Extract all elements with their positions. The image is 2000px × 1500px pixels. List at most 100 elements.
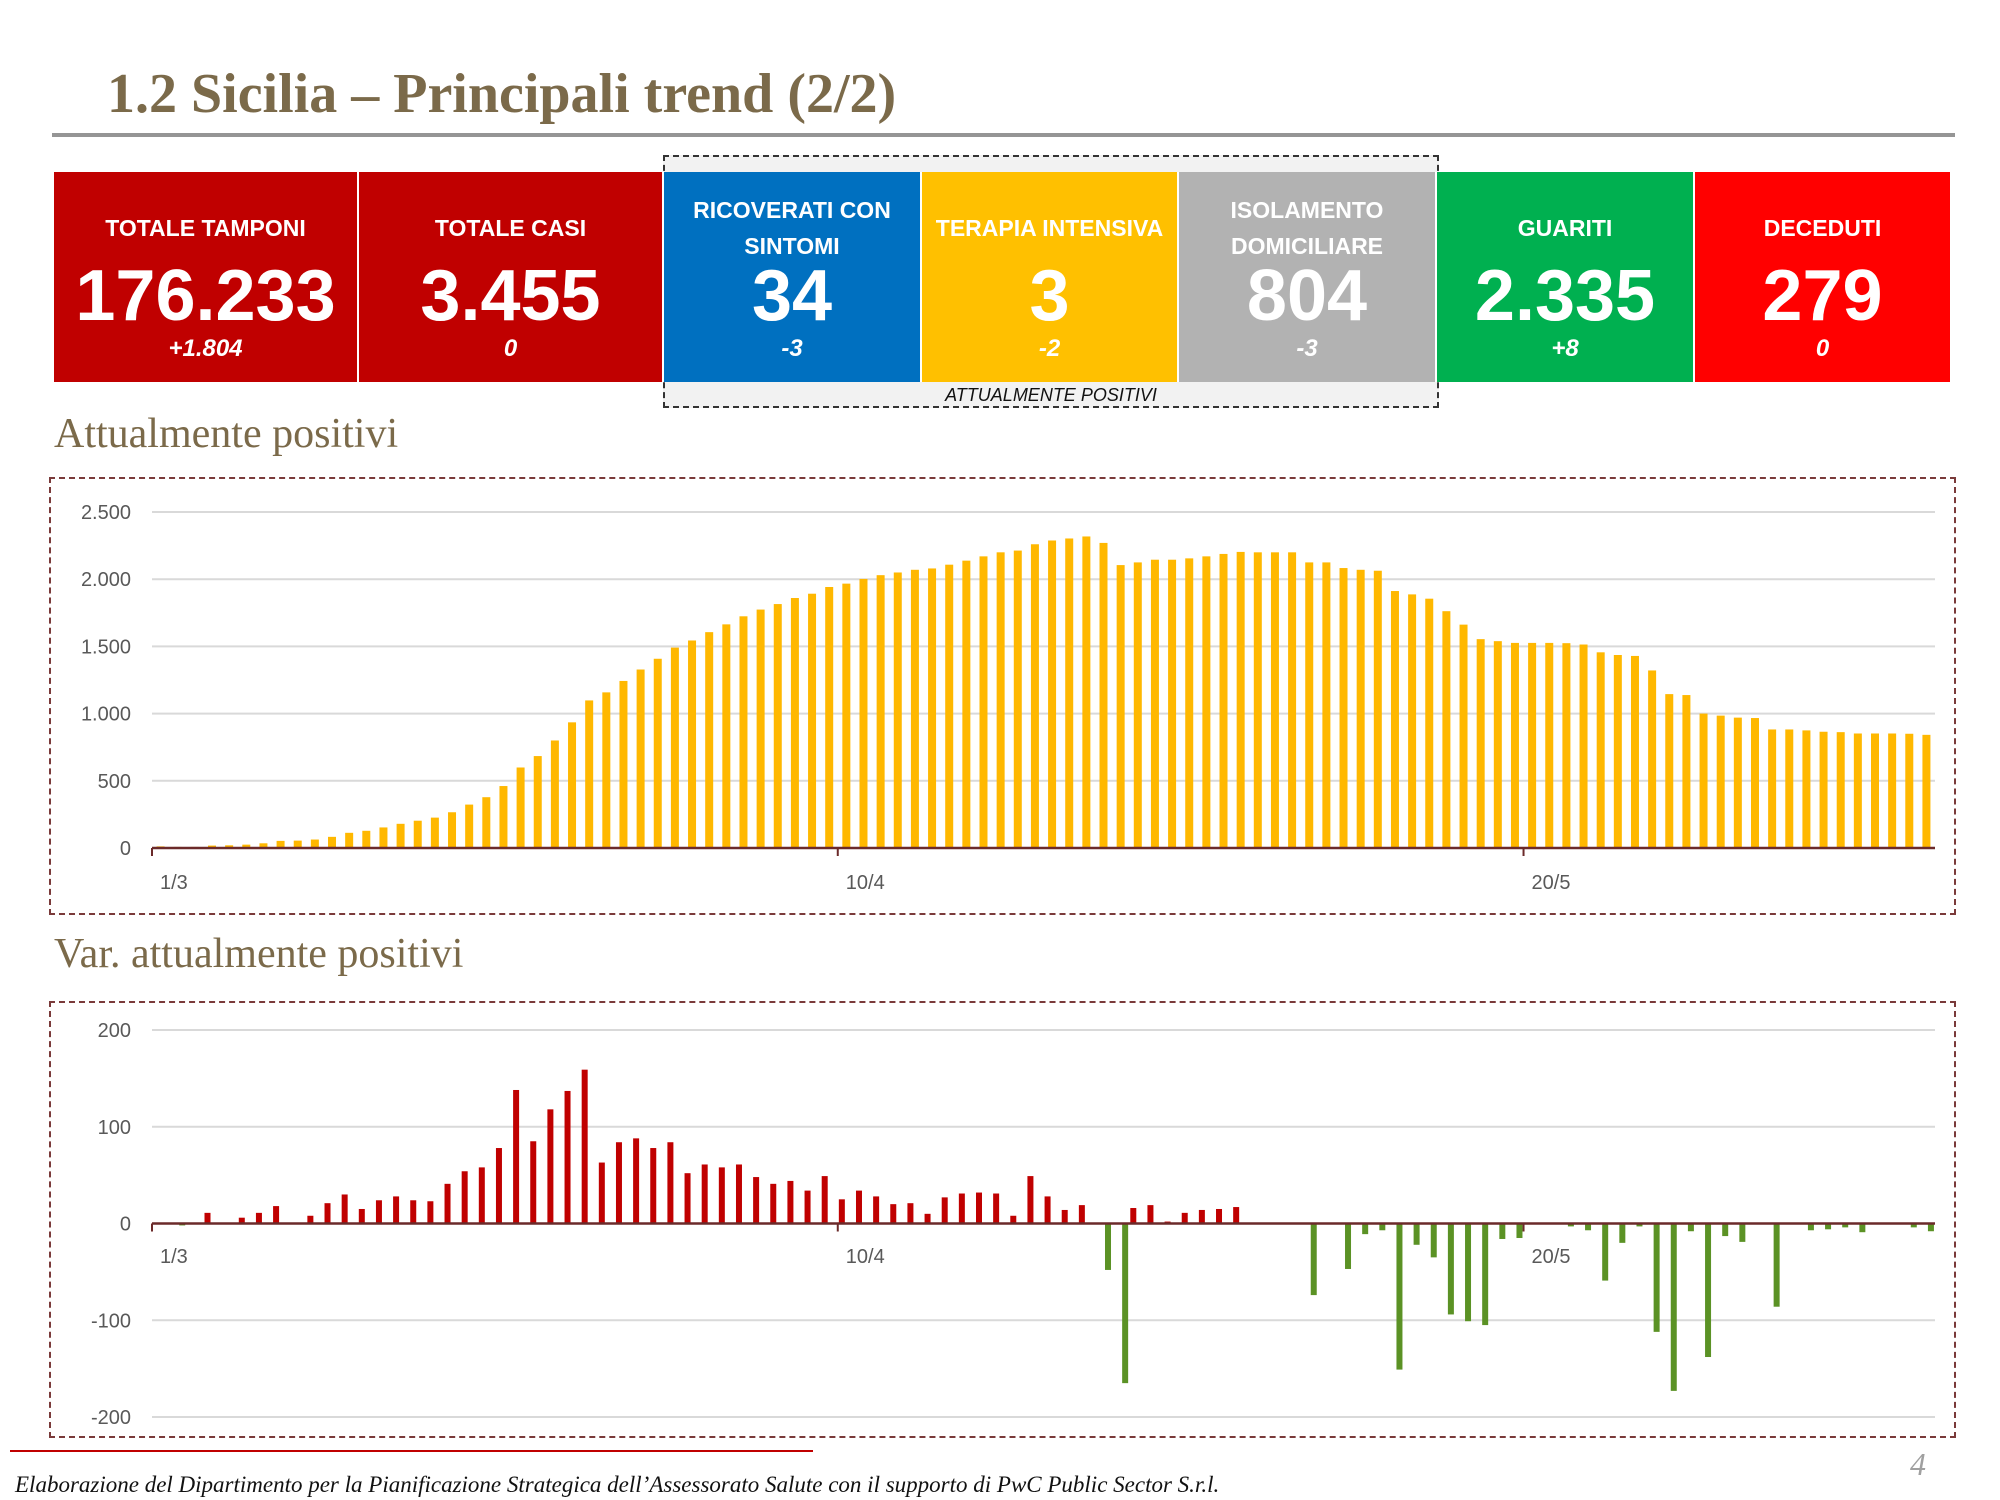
bar	[958, 1193, 965, 1224]
bar	[482, 797, 491, 848]
bar	[581, 1069, 588, 1224]
bar	[1665, 694, 1674, 848]
x-tick-label: 1/3	[160, 1246, 188, 1268]
bar	[225, 845, 234, 848]
bar	[653, 658, 662, 848]
bar	[993, 1193, 1000, 1224]
bar	[1185, 558, 1194, 848]
bar	[941, 1197, 948, 1224]
bar	[1482, 1223, 1489, 1326]
bar	[770, 1183, 777, 1224]
kpi-delta: -3	[1296, 335, 1318, 362]
kpi-label: TOTALE CASI	[434, 215, 587, 241]
kpi-totale-casi: TOTALE CASI 3.455 0	[359, 172, 664, 382]
bar	[928, 568, 937, 848]
bar	[1927, 1223, 1934, 1232]
bar	[962, 560, 971, 848]
kpi-ricoverati-con-sintomi: RICOVERATI CON SINTOMI 34 -3	[664, 172, 922, 382]
bar	[636, 669, 645, 848]
bar	[1322, 562, 1331, 848]
bar	[1442, 611, 1451, 848]
y-tick-label: 200	[98, 1020, 131, 1042]
bar	[1682, 695, 1691, 848]
bar	[1888, 733, 1897, 848]
bar	[1061, 1209, 1068, 1224]
bar	[1447, 1223, 1454, 1315]
bar	[1476, 639, 1485, 848]
bar	[1168, 559, 1177, 848]
bar	[1413, 1223, 1420, 1245]
bar	[533, 756, 542, 848]
bar	[259, 843, 268, 848]
y-tick-label: 0	[120, 838, 131, 860]
kpi-deceduti: DECEDUTI 279 0	[1695, 172, 1952, 382]
bar	[1253, 552, 1262, 848]
bar	[1853, 733, 1862, 848]
bar	[1390, 591, 1399, 848]
bar	[790, 598, 799, 848]
bar	[1150, 559, 1159, 848]
kpi-label: DECEDUTI	[1763, 215, 1882, 241]
bar	[619, 680, 628, 848]
y-tick-label: 500	[98, 771, 131, 793]
bar	[1630, 655, 1639, 848]
x-tick-label: 20/5	[1532, 1246, 1571, 1268]
bar	[1807, 1223, 1814, 1231]
bar	[1198, 1209, 1205, 1224]
bar	[979, 556, 988, 848]
bar	[701, 1164, 708, 1224]
bar	[1010, 1215, 1017, 1224]
bar	[1459, 624, 1468, 848]
kpi-value: 3	[1029, 256, 1070, 336]
bar	[513, 1089, 520, 1224]
bar	[1802, 730, 1811, 848]
bar	[1910, 1223, 1917, 1228]
bar	[1425, 598, 1434, 848]
bar	[1147, 1205, 1154, 1224]
bar	[773, 604, 782, 848]
bar	[804, 1190, 811, 1224]
kpi-value: 2.335	[1474, 256, 1656, 336]
bar	[787, 1180, 794, 1224]
bar	[1044, 1196, 1051, 1224]
bar	[1687, 1223, 1694, 1232]
bar	[1836, 732, 1845, 848]
bar	[204, 1212, 211, 1224]
bar	[495, 1148, 502, 1224]
bar	[842, 583, 851, 848]
bar	[1705, 1223, 1712, 1358]
bar	[276, 840, 285, 848]
kpi-delta: +1.804	[168, 335, 243, 362]
bar	[448, 812, 457, 848]
bar	[975, 1192, 982, 1224]
y-tick-label: 2.000	[81, 569, 131, 591]
x-tick-label: 1/3	[160, 872, 188, 894]
group-label: ATTUALMENTE POSITIVI	[945, 385, 1157, 405]
bar	[1596, 652, 1605, 848]
bar	[1065, 538, 1074, 848]
chart-svg: -200 -100 0 100 200 1/3 10/4 20/5	[91, 1020, 1935, 1429]
bar	[996, 552, 1005, 848]
footer-divider	[10, 1450, 813, 1452]
bar	[1567, 1223, 1574, 1227]
bar	[1362, 1223, 1369, 1235]
bar	[1619, 1223, 1626, 1243]
bar	[1379, 1223, 1386, 1231]
bar	[1733, 717, 1742, 848]
bar	[396, 823, 405, 848]
bar	[1116, 565, 1125, 848]
kpi-value: 804	[1246, 256, 1368, 336]
bar	[1499, 1223, 1506, 1239]
bar	[1922, 734, 1931, 848]
kpi-delta: 0	[503, 335, 518, 362]
bar	[1396, 1223, 1403, 1370]
y-tick-label: 2.500	[81, 502, 131, 524]
bar	[684, 1173, 691, 1224]
bar	[1579, 644, 1588, 848]
chart-svg: 0 500 1.000 1.500 2.000 2.500 1/3 10/4 20/5	[81, 502, 1935, 894]
bar	[585, 700, 594, 848]
bar	[273, 1206, 280, 1224]
chart-attualmente-positivi: 0 500 1.000 1.500 2.000 2.500 1/3 10/4 20/5	[49, 477, 1956, 915]
bar	[722, 624, 731, 848]
kpi-delta: -2	[1038, 335, 1061, 362]
